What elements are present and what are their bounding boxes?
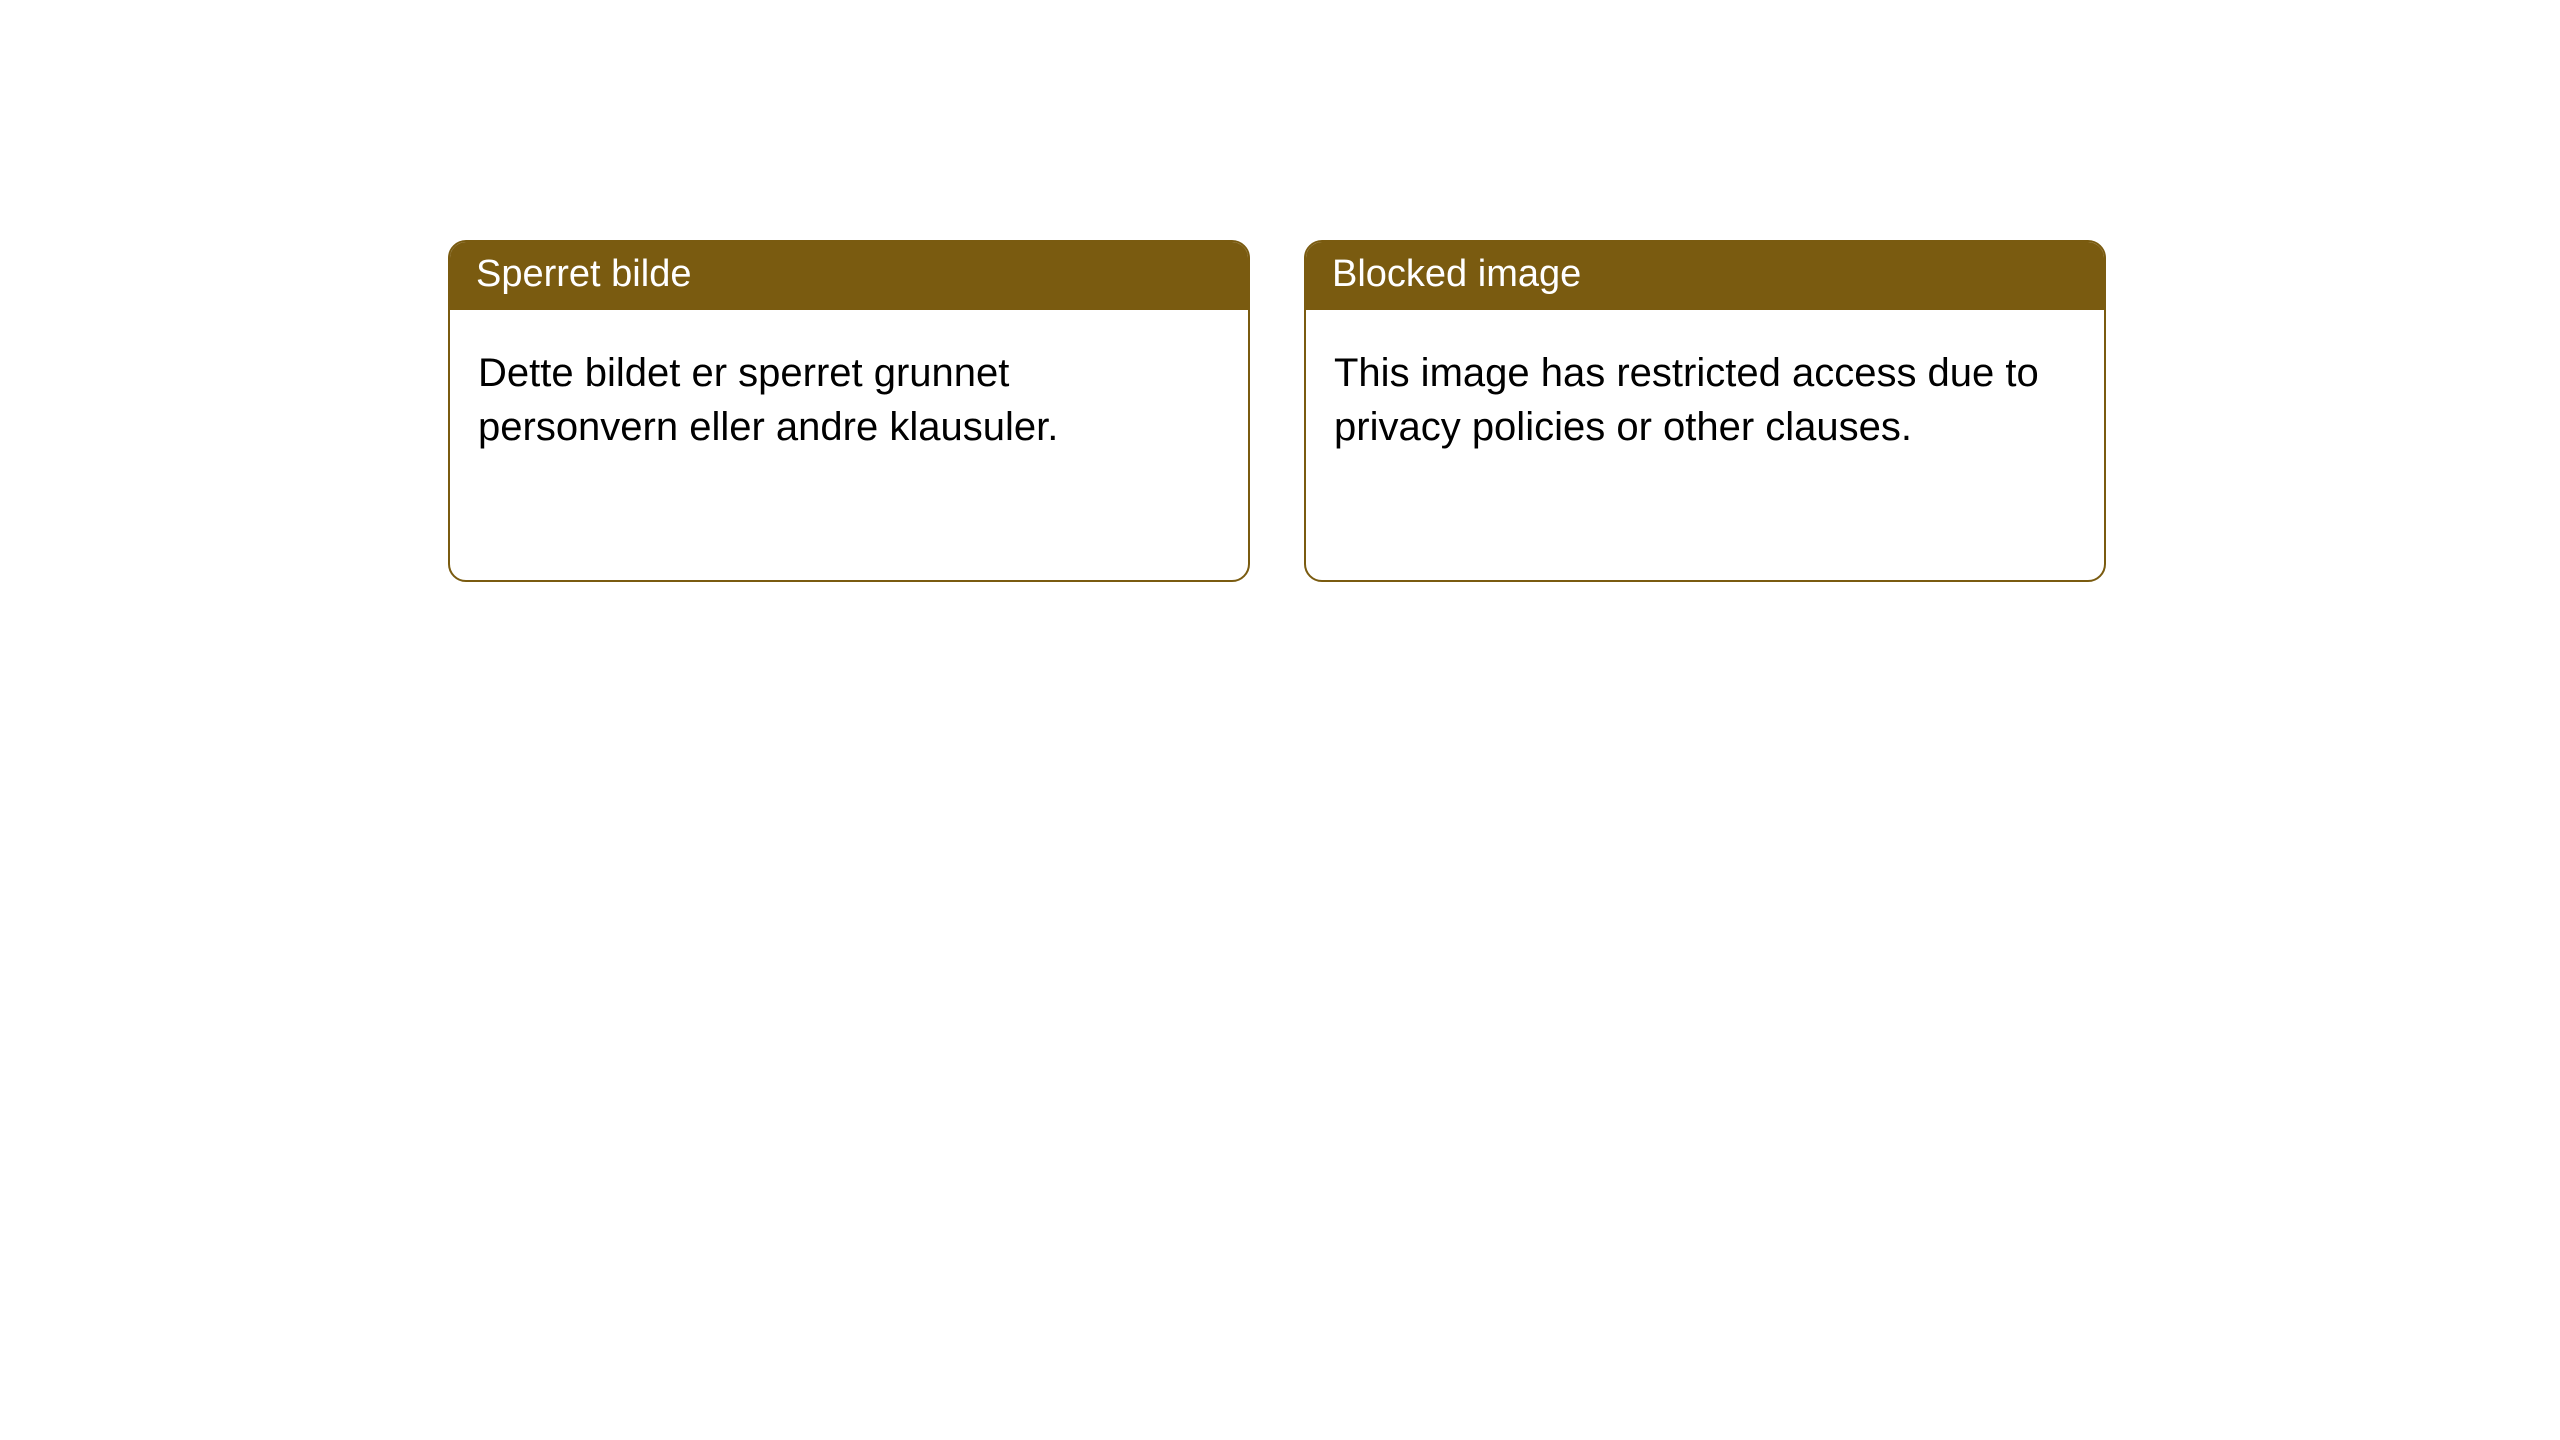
notice-body-norwegian: Dette bildet er sperret grunnet personve…: [450, 310, 1248, 580]
notice-box-norwegian: Sperret bilde Dette bildet er sperret gr…: [448, 240, 1250, 582]
notice-text-english: This image has restricted access due to …: [1334, 346, 2076, 454]
notice-title-norwegian: Sperret bilde: [450, 242, 1248, 310]
notice-title-english: Blocked image: [1306, 242, 2104, 310]
notice-container: Sperret bilde Dette bildet er sperret gr…: [0, 0, 2560, 582]
notice-box-english: Blocked image This image has restricted …: [1304, 240, 2106, 582]
notice-text-norwegian: Dette bildet er sperret grunnet personve…: [478, 346, 1220, 454]
notice-body-english: This image has restricted access due to …: [1306, 310, 2104, 580]
